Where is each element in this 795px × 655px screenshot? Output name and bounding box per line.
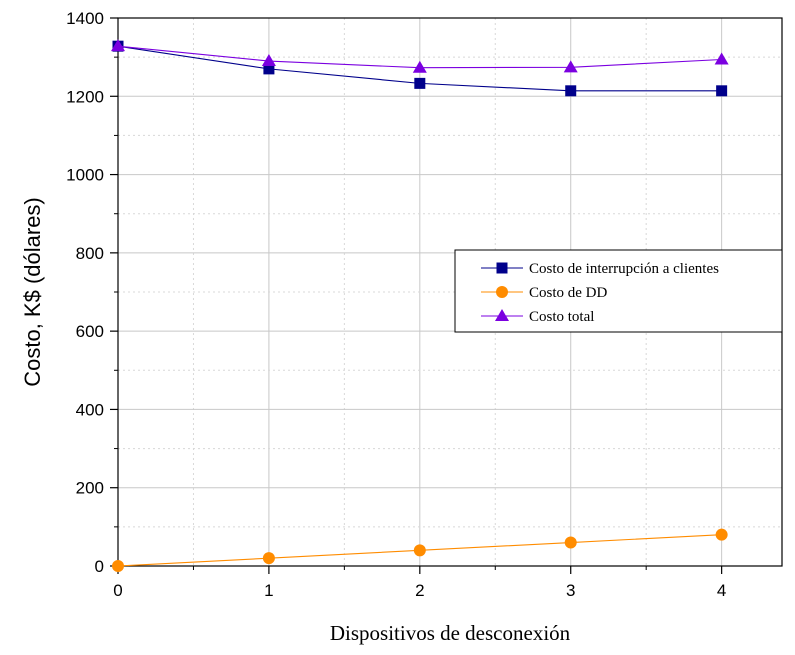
- y-axis-label: Costo, K$ (dólares): [20, 197, 45, 387]
- data-point: [714, 52, 729, 65]
- axes: 0 1 2 3 4 0 200 400 600 800 1000 1200 1400: [66, 9, 726, 600]
- x-axis-label: Dispositivos de desconexión: [330, 621, 571, 645]
- data-point: [262, 552, 275, 565]
- data-point: [412, 60, 427, 73]
- data-point: [715, 528, 728, 541]
- y-tick-label: 1400: [66, 9, 104, 28]
- y-tick-label: 800: [76, 244, 104, 263]
- data-point: [414, 77, 426, 89]
- y-tick-label: 600: [76, 322, 104, 341]
- data-point: [261, 54, 276, 67]
- legend-item: Costo de DD: [481, 285, 608, 301]
- y-tick-label: 1000: [66, 166, 104, 185]
- legend-item: Costo total: [481, 309, 594, 325]
- data-point: [413, 544, 426, 557]
- series-3: [111, 39, 729, 73]
- data-point: [565, 85, 577, 97]
- data-point: [563, 60, 578, 73]
- data-point: [112, 560, 124, 572]
- legend-box: [454, 249, 783, 333]
- x-tick-label: 2: [415, 581, 424, 600]
- x-tick-label: 3: [566, 581, 575, 600]
- data-point: [111, 39, 125, 52]
- y-tick-label: 200: [76, 479, 104, 498]
- x-tick-label: 4: [717, 581, 726, 600]
- legend-label: Costo de interrupción a clientes: [529, 261, 719, 277]
- legend-marker: [495, 309, 509, 321]
- legend-label: Costo total: [529, 309, 594, 325]
- series-layer: [111, 39, 729, 572]
- legend-item: Costo de interrupción a clientes: [481, 261, 719, 277]
- data-point: [716, 85, 728, 97]
- legend-marker: [496, 286, 508, 298]
- legend-marker: [496, 262, 508, 274]
- y-tick-label: 0: [95, 557, 104, 576]
- data-point: [564, 536, 577, 549]
- data-point: [263, 63, 275, 75]
- legend-label: Costo de DD: [529, 285, 608, 301]
- legend: Costo de interrupción a clientes Costo de…: [454, 249, 783, 333]
- x-tick-label: 1: [264, 581, 273, 600]
- y-tick-label: 400: [76, 400, 104, 419]
- x-tick-label: 0: [113, 581, 122, 600]
- y-tick-label: 1200: [66, 87, 104, 106]
- series-2: [112, 528, 728, 572]
